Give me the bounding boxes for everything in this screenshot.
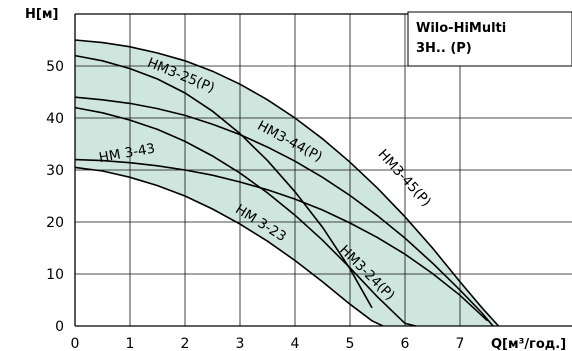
- y-tick-label: 0: [55, 319, 64, 335]
- legend-line-2: 3H.. (P): [416, 41, 472, 56]
- curve-hm-3-43: [74, 158, 489, 322]
- curve-hm3-24-p-: [74, 106, 417, 327]
- x-tick-label: 3: [236, 336, 245, 351]
- x-tick-label: 6: [401, 336, 410, 351]
- x-tick-label: 5: [346, 336, 355, 351]
- axis-layer: 0 1 2 3 4 5 6 7 0 10 20 30 40 50: [46, 13, 572, 351]
- x-tick-label: 2: [181, 336, 190, 351]
- x-axis-title: Q[м³/год.]: [491, 337, 566, 351]
- y-tick-label: 40: [46, 111, 64, 127]
- x-tick-label: 1: [126, 336, 135, 351]
- y-tick-label: 50: [46, 59, 64, 75]
- y-tick-label: 20: [46, 215, 64, 231]
- legend-line-1: Wilo-HiMulti: [416, 21, 506, 36]
- y-tick-label: 30: [46, 163, 64, 179]
- curve-hm3-45-p-: [74, 39, 500, 327]
- legend-box: [407, 11, 572, 67]
- x-tick-label: 4: [291, 336, 300, 351]
- curve-layer: [74, 39, 500, 327]
- curve-hm3-44-p-: [74, 96, 494, 327]
- y-axis-title: H[м]: [25, 7, 58, 22]
- curve-hm3-25-p-: [74, 54, 373, 309]
- curve-hm-3-23: [74, 166, 384, 327]
- x-tick-label: 7: [456, 336, 465, 351]
- x-tick-label: 0: [71, 336, 80, 351]
- y-tick-label: 10: [46, 267, 64, 283]
